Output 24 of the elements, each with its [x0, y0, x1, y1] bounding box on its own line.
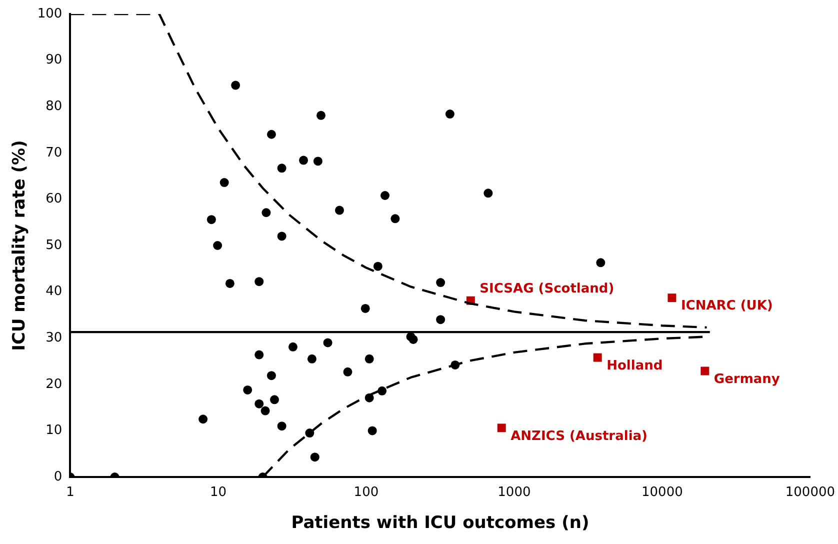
annotation: Germany [714, 372, 780, 387]
annotation: ANZICS (Australia) [510, 428, 648, 444]
x-tick-label: 10 [210, 485, 226, 500]
y-tick-label: 50 [46, 238, 62, 253]
y-tick-label: 30 [46, 330, 62, 346]
y-tick-label: 90 [46, 52, 62, 68]
y-axis-title: ICU mortality rate (%) [10, 140, 30, 351]
annotation: ICNARC (UK) [680, 298, 773, 314]
y-tick-label: 100 [37, 6, 62, 22]
y-tick-label: 40 [46, 284, 62, 300]
x-tick-label: 1 [66, 485, 74, 500]
x-tick-label: 100000 [785, 485, 836, 500]
annotation: SICSAG (Scotland) [480, 281, 614, 296]
x-tick-label: 100 [354, 485, 379, 500]
y-tick-label: 80 [46, 98, 62, 114]
x-axis-title: Patients with ICU outcomes (n) [291, 513, 590, 534]
x-tick-label: 1000 [498, 485, 531, 500]
y-tick-label: 10 [46, 423, 62, 438]
y-tick-label: 20 [46, 376, 62, 392]
x-tick-label: 10000 [642, 485, 683, 500]
y-tick-label: 60 [46, 192, 62, 207]
y-tick-label: 70 [46, 145, 62, 160]
annotation: Holland [606, 358, 663, 374]
y-tick-label: 0 [54, 469, 62, 484]
